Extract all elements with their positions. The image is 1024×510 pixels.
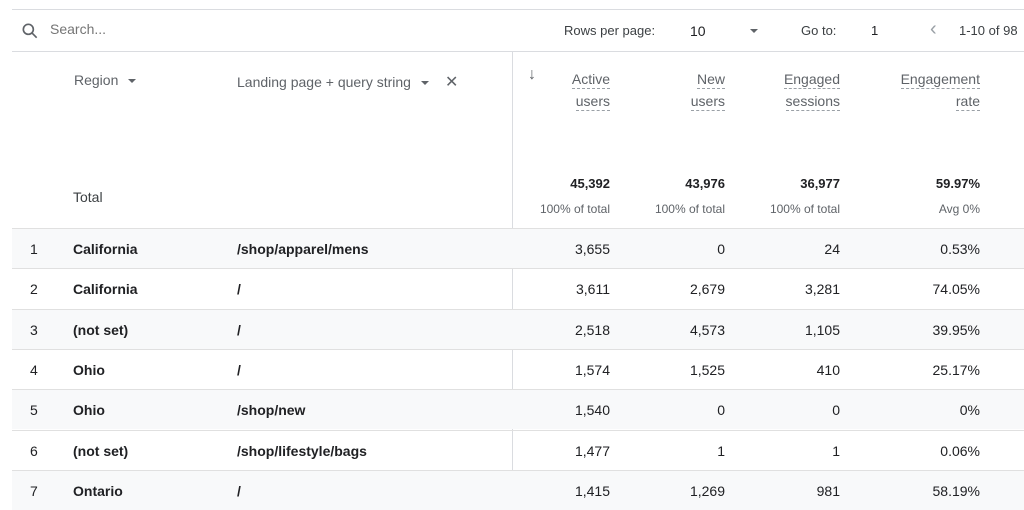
row-region: Ohio	[73, 402, 105, 419]
chevron-down-icon[interactable]	[128, 79, 137, 84]
table-toolbar: Rows per page: 10 Go to: 1 ‹ 1-10 of 98	[12, 10, 1024, 52]
pagination-range: 1-10 of 98	[959, 23, 1018, 38]
total-new-users: 43,976	[685, 176, 725, 191]
row-metric-value: 39.95%	[932, 321, 980, 338]
metric-header-engaged-sessions[interactable]: Engaged sessions	[783, 71, 840, 111]
table-row[interactable]: 1 California/shop/apparel/mens 3,655 0 24 0.5…	[12, 228, 1024, 268]
row-metric-value: 58.19%	[932, 482, 980, 499]
row-metric-value: 1,477	[574, 442, 610, 459]
total-sub: 100% of total	[539, 202, 610, 216]
goto-input[interactable]: 1	[871, 23, 879, 38]
row-number: 7	[30, 482, 38, 499]
table-row[interactable]: 4 Ohio / 1,574 1,525 410 25.17%	[12, 348, 1024, 389]
row-metric-value: 410	[816, 361, 840, 378]
row-number: 3	[30, 321, 38, 338]
total-sub: Avg 0%	[938, 202, 980, 216]
column-divider	[512, 52, 513, 510]
total-active-users: 45,392	[570, 176, 610, 191]
row-metric-value: 3,655	[574, 241, 610, 257]
row-metric-value: 0	[717, 402, 725, 419]
row-metric-value: 1,415	[574, 482, 610, 499]
row-landing-page: /shop/apparel/mens	[237, 241, 369, 257]
row-metric-value: 3,281	[804, 281, 840, 298]
row-metric-value: 0.53%	[940, 241, 980, 257]
row-metric-value: 74.05%	[932, 281, 980, 298]
rows-per-page-label: Rows per page:	[564, 23, 656, 38]
total-label: Total	[73, 189, 103, 205]
row-region: (not set)	[73, 442, 129, 459]
row-metric-value: 0	[717, 241, 725, 257]
row-metric-value: 2,518	[574, 321, 610, 338]
row-metric-value: 0%	[959, 402, 980, 419]
row-metric-value: 24	[824, 241, 840, 257]
row-region: Ontario	[73, 482, 123, 499]
table-row[interactable]: 2 California / 3,611 2,679 3,281 74.05%	[12, 268, 1024, 308]
metric-header-engagement-rate[interactable]: Engagement rate	[900, 71, 980, 111]
row-landing-page: /	[237, 281, 241, 298]
row-metric-value: 981	[816, 482, 840, 499]
chevron-down-icon[interactable]	[750, 29, 758, 33]
chevron-left-icon[interactable]: ‹	[930, 18, 937, 40]
row-metric-value: 4,573	[689, 321, 725, 338]
row-metric-value: 3,611	[576, 281, 610, 298]
row-number: 5	[30, 402, 38, 419]
table-header: Region Landing page + query string ✕ ↓ Ac…	[12, 52, 1024, 228]
row-metric-value: 1,525	[689, 361, 725, 378]
row-region: Ohio	[73, 361, 105, 378]
top-divider	[12, 9, 1024, 10]
dimension-landing-page[interactable]: Landing page + query string ✕	[237, 72, 458, 92]
row-landing-page: /shop/lifestyle/bags	[237, 442, 367, 459]
row-metric-value: 1,540	[574, 402, 610, 419]
row-landing-page: /	[237, 321, 241, 338]
table-row[interactable]: 7 Ontario / 1,415 1,269 981 58.19%	[12, 469, 1024, 510]
search-input[interactable]	[50, 21, 350, 37]
row-region: California	[73, 281, 138, 298]
row-metric-value: 1	[832, 442, 840, 459]
goto-label: Go to:	[801, 23, 837, 38]
row-metric-value: 0.06%	[940, 442, 980, 459]
table-row[interactable]: 6 (not set) /shop/lifestyle/bags 1,477 1 1 0.0…	[12, 429, 1024, 470]
row-number: 1	[30, 241, 38, 257]
row-region: (not set)	[73, 321, 129, 338]
chevron-down-icon[interactable]	[420, 81, 429, 86]
total-sub: 100% of total	[654, 202, 725, 216]
total-sub: 100% of total	[769, 202, 840, 216]
row-metric-value: 1,574	[574, 361, 610, 378]
row-number: 4	[30, 361, 38, 378]
table-row[interactable]: 5 Ohio/shop/new 1,540 0 0 0%	[12, 389, 1024, 430]
sort-desc-icon[interactable]: ↓	[528, 66, 536, 83]
row-number: 6	[30, 442, 38, 459]
total-engaged-sessions: 36,977	[800, 176, 840, 191]
table-row[interactable]: 3 (not set) / 2,518 4,573 1,105 39.95%	[12, 308, 1024, 349]
landing-label: Landing page + query string	[237, 74, 411, 90]
row-metric-value: 2,679	[689, 281, 725, 298]
metric-header-active-users[interactable]: Active users	[571, 71, 610, 111]
rows-per-page-select[interactable]: 10	[690, 23, 706, 39]
row-landing-page: /	[237, 482, 241, 499]
row-metric-value: 0	[832, 402, 840, 419]
total-engagement-rate: 59.97%	[935, 176, 980, 191]
row-landing-page: /	[237, 361, 241, 378]
dimension-region[interactable]: Region	[74, 72, 137, 88]
row-metric-value: 25.17%	[932, 361, 980, 378]
row-number: 2	[30, 281, 38, 298]
row-region: California	[73, 241, 138, 257]
close-icon[interactable]: ✕	[444, 74, 459, 91]
row-landing-page: /shop/new	[237, 402, 306, 419]
row-metric-value: 1	[717, 442, 725, 459]
row-metric-value: 1,269	[689, 482, 725, 499]
metric-header-new-users[interactable]: New users	[690, 71, 725, 111]
search-icon	[22, 23, 38, 39]
row-metric-value: 1,105	[804, 321, 840, 338]
region-label: Region	[74, 72, 119, 88]
